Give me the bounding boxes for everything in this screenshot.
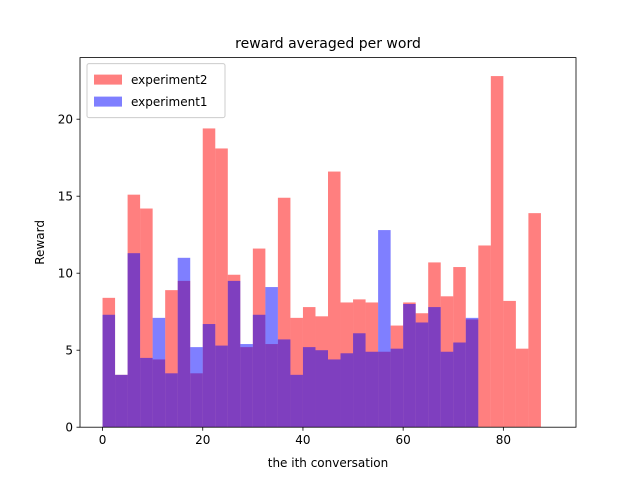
bar-experiment1-14 bbox=[277, 339, 291, 428]
bar-experiment1-27 bbox=[440, 351, 454, 428]
bar-experiment1-8 bbox=[202, 324, 216, 428]
bar-experiment1-13 bbox=[265, 287, 278, 428]
bar-experiment1-24 bbox=[403, 304, 416, 428]
legend-swatch-experiment1 bbox=[94, 96, 122, 107]
y-tick-label: 20 bbox=[58, 112, 73, 126]
bar-experiment1-23 bbox=[390, 348, 404, 428]
bar-experiment1-25 bbox=[415, 322, 429, 428]
bar-experiment1-26 bbox=[428, 307, 441, 428]
y-tick-label: 10 bbox=[58, 266, 73, 280]
bar-experiment1-15 bbox=[290, 374, 303, 428]
y-tick-label: 0 bbox=[65, 420, 73, 434]
bar-experiment1-21 bbox=[365, 351, 379, 428]
bar-experiment1-17 bbox=[315, 350, 328, 428]
chart-title: reward averaged per word bbox=[235, 36, 421, 52]
bar-experiment1-1 bbox=[115, 374, 128, 428]
bar-experiment1-0 bbox=[102, 314, 116, 428]
bar-experiment1-22 bbox=[378, 230, 391, 428]
bar-experiment2-31 bbox=[490, 76, 504, 428]
bar-experiment1-3 bbox=[140, 357, 153, 428]
plot-frame bbox=[79, 57, 577, 428]
bar-experiment1-29 bbox=[465, 317, 479, 428]
bar-experiment2-30 bbox=[478, 245, 491, 428]
bar-experiment1-5 bbox=[165, 373, 178, 428]
legend-label-experiment1: experiment1 bbox=[131, 95, 208, 109]
y-tick-label: 5 bbox=[65, 343, 73, 357]
x-axis: 0 20 40 60 80 bbox=[99, 427, 511, 447]
bar-experiment1-18 bbox=[328, 359, 341, 428]
legend-swatch-experiment2 bbox=[94, 74, 122, 85]
bar-experiment1-28 bbox=[453, 342, 466, 428]
bar-experiment1-6 bbox=[177, 257, 191, 428]
bar-experiment2-32 bbox=[503, 300, 516, 428]
bars-layer bbox=[102, 76, 541, 428]
bar-experiment2-34 bbox=[528, 213, 541, 428]
bar-experiment1-20 bbox=[353, 333, 366, 428]
x-axis-label: the ith conversation bbox=[268, 456, 389, 470]
x-tick-label: 0 bbox=[99, 433, 107, 447]
x-tick-label: 20 bbox=[195, 433, 210, 447]
bar-experiment1-10 bbox=[227, 280, 241, 428]
bar-experiment1-16 bbox=[302, 347, 316, 428]
legend-label-experiment2: experiment2 bbox=[131, 73, 208, 87]
y-tick-label: 15 bbox=[58, 189, 73, 203]
y-axis-label: Reward bbox=[33, 220, 47, 265]
bar-experiment1-11 bbox=[240, 344, 253, 428]
x-tick-label: 40 bbox=[295, 433, 310, 447]
bar-experiment1-4 bbox=[152, 317, 166, 428]
legend-box bbox=[86, 63, 226, 119]
legend: experiment2 experiment1 bbox=[86, 63, 226, 119]
bar-experiment1-2 bbox=[127, 253, 141, 428]
bar-experiment1-7 bbox=[190, 347, 203, 428]
bar-experiment2-33 bbox=[515, 348, 529, 428]
x-tick-label: 60 bbox=[396, 433, 411, 447]
bar-experiment1-19 bbox=[340, 353, 354, 428]
y-axis: 0 5 10 15 20 bbox=[58, 112, 80, 434]
bar-experiment1-12 bbox=[252, 314, 266, 428]
x-tick-label: 80 bbox=[496, 433, 511, 447]
bar-experiment1-9 bbox=[215, 345, 228, 428]
